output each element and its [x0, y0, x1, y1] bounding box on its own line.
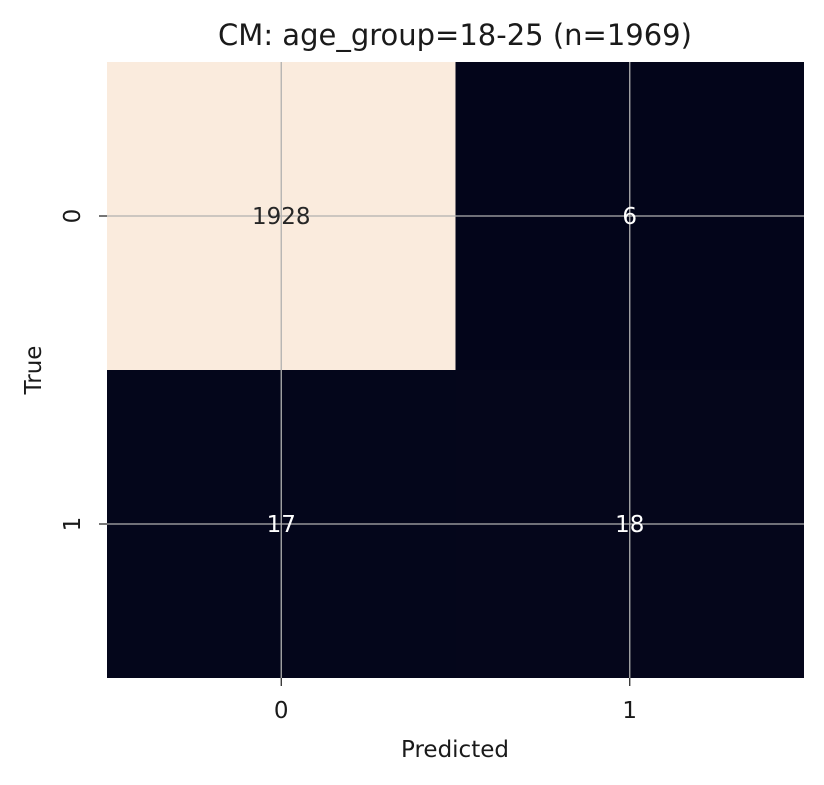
cell-value-0-0: 1928: [252, 204, 311, 230]
axis-ticks: 0 1 0 1: [60, 209, 637, 724]
x-tick-label-1: 1: [622, 698, 637, 724]
x-tick-label-0: 0: [274, 698, 289, 724]
cell-value-0-1: 6: [622, 204, 637, 230]
y-tick-label-1: 1: [60, 517, 86, 532]
x-axis-label: Predicted: [401, 737, 509, 763]
cell-value-labels: 1928 6 17 18: [252, 204, 644, 538]
heatmap-cells: [107, 62, 804, 678]
chart-title: CM: age_group=18-25 (n=1969): [218, 18, 692, 52]
y-axis-label: True: [21, 346, 47, 396]
grid-lines: [107, 62, 804, 678]
cell-value-1-1: 18: [615, 512, 644, 538]
y-tick-label-0: 0: [60, 209, 86, 224]
cell-value-1-0: 17: [267, 512, 296, 538]
